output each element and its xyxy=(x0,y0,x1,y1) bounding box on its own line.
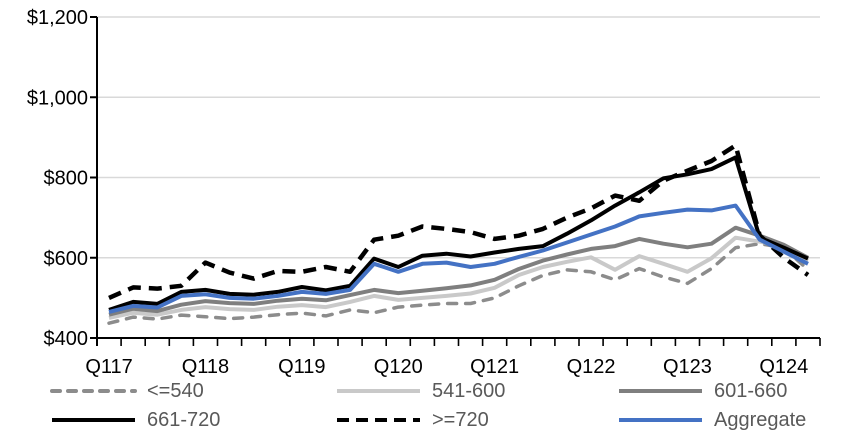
series-line-601-660 xyxy=(108,225,809,317)
series-line-541-600 xyxy=(108,235,810,320)
x-tick-label: Q117 xyxy=(85,356,132,378)
x-tick-label: Q119 xyxy=(278,356,325,378)
series-line-720 xyxy=(108,143,810,300)
x-tick-label: Q123 xyxy=(663,356,712,378)
series-line-540 xyxy=(107,241,810,325)
x-tick-label: Q118 xyxy=(182,356,229,378)
series-line-661-720 xyxy=(108,155,809,312)
y-tick-label: $800 xyxy=(44,168,89,190)
y-tick-label: $1,000 xyxy=(27,87,88,109)
x-tick-label: Q122 xyxy=(567,356,616,378)
x-tick-label: Q121 xyxy=(470,356,519,378)
y-tick-label: $600 xyxy=(44,248,89,270)
series-line-Aggregate xyxy=(108,203,809,314)
y-tick-label: $1,200 xyxy=(27,7,88,29)
y-tick-label: $400 xyxy=(44,328,89,350)
x-tick-label: Q120 xyxy=(374,356,423,378)
x-tick-label: Q124 xyxy=(759,356,808,378)
